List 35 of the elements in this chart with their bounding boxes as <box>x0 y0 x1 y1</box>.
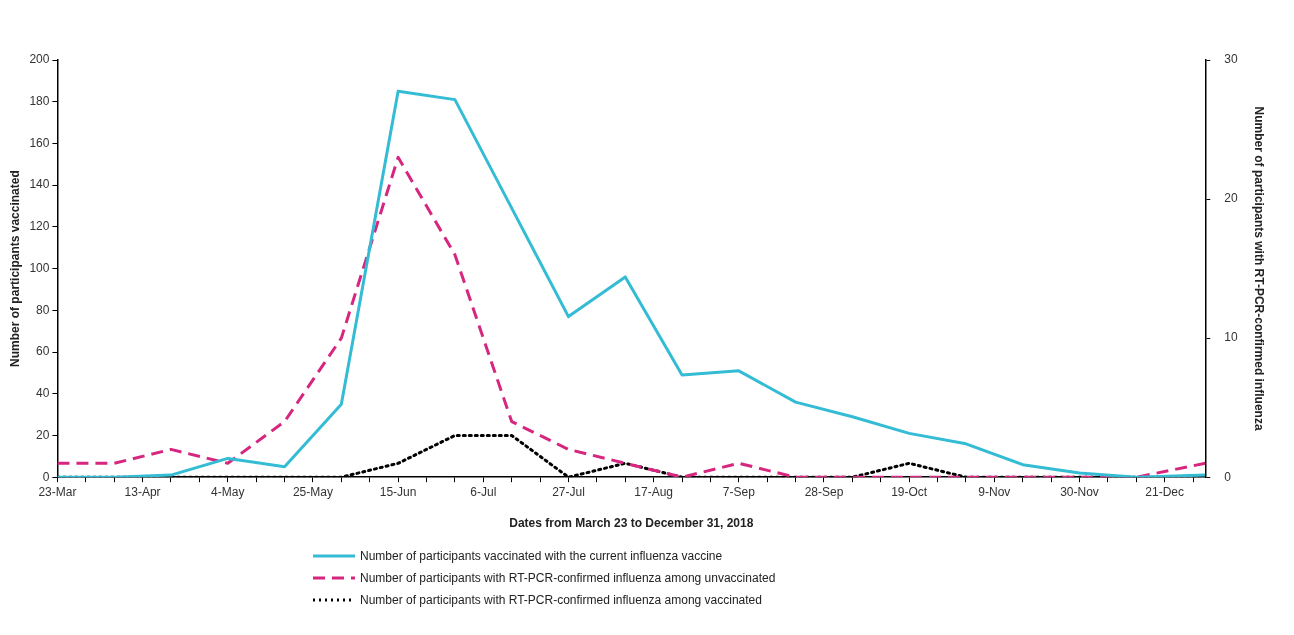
x-tick-label: 19-Oct <box>891 484 928 499</box>
y2-tick-label: 30 <box>1224 52 1238 67</box>
y-tick-label: 0 <box>42 469 50 484</box>
y2-tick-label: 20 <box>1224 191 1238 206</box>
y-tick-label: 20 <box>36 427 50 442</box>
x-tick-label: 17-Aug <box>634 484 673 499</box>
y-tick-label: 100 <box>29 260 50 275</box>
y-tick-label: 200 <box>29 52 50 67</box>
legend-label: Number of participants vaccinated with the current influenza vaccine <box>360 549 723 563</box>
y2-axis-title: Number of participants with RT-PCR-confirmed influenza <box>1252 106 1267 431</box>
x-tick-label: 21-Dec <box>1145 484 1185 499</box>
x-tick-label: 4-May <box>211 484 245 499</box>
x-tick-label: 15-Jun <box>379 484 417 499</box>
y-tick-label: 140 <box>29 177 50 192</box>
x-tick-label: 25-May <box>292 484 333 499</box>
x-tick-label: 7-Sep <box>722 484 756 499</box>
y2-tick-label: 0 <box>1224 469 1232 484</box>
x-tick-label: 13-Apr <box>124 484 161 499</box>
y-tick-label: 120 <box>29 219 50 234</box>
y2-tick-label: 10 <box>1224 330 1238 345</box>
y-tick-label: 80 <box>36 302 50 317</box>
y-tick-label: 160 <box>29 135 50 150</box>
y-axis-title: Number of participants vaccinated <box>7 170 22 367</box>
x-tick-label: 23-Mar <box>38 484 77 499</box>
x-tick-label: 6-Jul <box>470 484 497 499</box>
x-tick-label: 28-Sep <box>804 484 844 499</box>
x-axis-title: Dates from March 23 to December 31, 2018 <box>509 516 754 531</box>
legend-label: Number of participants with RT-PCR-confirmed influenza among unvaccinated <box>360 571 776 585</box>
x-tick-label: 9-Nov <box>978 484 1011 499</box>
y-tick-label: 40 <box>36 386 50 401</box>
y-tick-label: 60 <box>36 344 50 359</box>
legend-label: Number of participants with RT-PCR-confirmed influenza among vaccinated <box>360 593 762 607</box>
y-tick-label: 180 <box>29 94 50 109</box>
x-tick-label: 30-Nov <box>1060 484 1099 499</box>
x-tick-label: 27-Jul <box>552 484 585 499</box>
